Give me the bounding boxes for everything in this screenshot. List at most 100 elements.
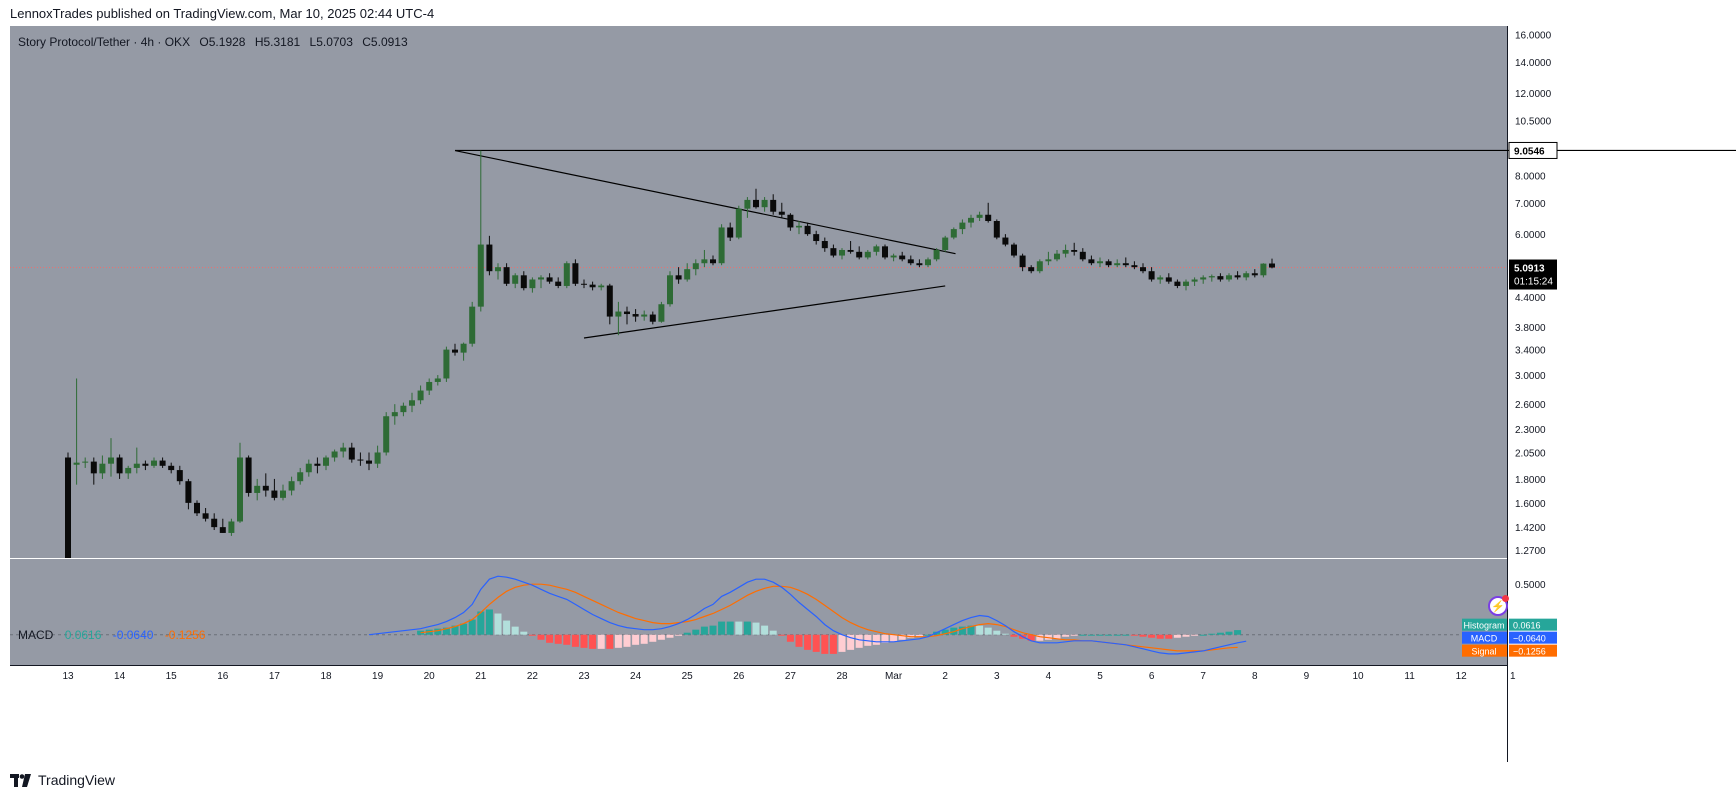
candle-body: [847, 249, 854, 252]
macd-histogram-bar: [1156, 634, 1164, 639]
macd-histogram-bar: [1216, 632, 1224, 635]
candle-body: [1079, 251, 1086, 260]
chart-canvas[interactable]: 16.000014.000012.000010.50008.00007.0000…: [10, 26, 1736, 762]
macd-histogram-bar: [589, 634, 597, 649]
time-tick-label: 15: [166, 671, 178, 682]
price-tick-label: 7.0000: [1515, 199, 1546, 210]
candle-body: [796, 225, 802, 228]
macd-histogram-bar: [460, 623, 468, 635]
candle-body: [710, 259, 716, 264]
candle-body: [882, 246, 888, 258]
macd-histogram-bar: [1096, 634, 1104, 636]
candle-body: [503, 267, 510, 284]
macd-histogram-bar: [623, 634, 631, 647]
candle-body: [116, 457, 123, 474]
candle-body: [701, 259, 708, 264]
candle-body: [452, 349, 458, 353]
macd-histogram-bar: [795, 634, 803, 647]
macd-histogram-bar: [683, 632, 691, 635]
macd-histogram-bar: [993, 630, 1001, 635]
candle-body: [185, 481, 192, 503]
price-tick-label: 2.6000: [1515, 400, 1546, 411]
price-tick-label: 1.6000: [1515, 499, 1546, 510]
candle-body: [890, 255, 897, 258]
price-tick-label: 3.0000: [1515, 371, 1546, 382]
price-tick-label: 14.0000: [1515, 58, 1552, 69]
price-tick-label: 6.0000: [1515, 230, 1546, 241]
candle-body: [417, 390, 424, 401]
macd-line-value: -0.0640: [112, 628, 154, 642]
macd-axis-value-box: [1509, 631, 1557, 644]
symbol-name[interactable]: Story Protocol/Tether · 4h · OKX: [18, 35, 191, 49]
price-tick-label: 1.8000: [1515, 475, 1546, 486]
candle-body: [1260, 263, 1267, 276]
ohlc-low: L5.0703: [309, 35, 353, 49]
macd-histogram-bar: [1087, 634, 1095, 636]
candle-body: [159, 460, 166, 466]
candle-body: [1174, 281, 1181, 286]
macd-tick-label: 0.5000: [1515, 580, 1546, 591]
candle-body: [254, 485, 261, 493]
candle-body: [1088, 259, 1095, 264]
macd-histogram-bar: [692, 629, 700, 635]
candle-body: [993, 221, 1000, 238]
time-tick-label: 21: [475, 671, 487, 682]
macd-histogram-bar: [571, 634, 579, 647]
candle-body: [133, 463, 140, 468]
candle-body: [916, 263, 923, 266]
ohlc-open: O5.1928: [199, 35, 246, 49]
macd-histogram-bar: [1130, 634, 1138, 636]
macd-histogram-bar: [1139, 634, 1147, 637]
candle-body: [391, 412, 398, 417]
candle-body: [770, 199, 777, 212]
candle-body: [615, 311, 622, 317]
candle-body: [1054, 253, 1060, 260]
candle-body: [151, 460, 157, 466]
macd-histogram-bar: [1036, 634, 1044, 641]
time-tick-label: 17: [269, 671, 281, 682]
candle-body: [692, 263, 699, 270]
macd-histogram-bar: [649, 634, 657, 642]
chart-area[interactable]: 16.0000 14.0000 12.0000 10.5000 8.0000 7.0000…: [10, 26, 1736, 762]
macd-histogram-bar: [614, 634, 622, 648]
flash-icon[interactable]: ⚡: [1488, 595, 1509, 616]
ohlc-high: H5.3181: [254, 35, 301, 49]
footer-brand[interactable]: TradingView: [10, 772, 115, 788]
macd-indicator-name[interactable]: MACD: [18, 628, 54, 642]
macd-legend: MACD 0.0616 -0.0640 -0.1256: [18, 628, 213, 642]
macd-histogram-bar: [718, 621, 726, 635]
macd-histogram-bar: [494, 613, 502, 635]
macd-histogram-bar: [941, 629, 949, 635]
candle-body: [271, 490, 278, 498]
signal-axis-tag-label: Signal: [1471, 647, 1496, 657]
candle-body: [933, 249, 940, 260]
signal-axis-value-box: [1509, 644, 1557, 657]
candle-body: [1200, 277, 1207, 280]
candle-body: [873, 246, 880, 252]
time-tick-label: 5: [1097, 671, 1103, 682]
macd-histogram-bar: [726, 621, 734, 635]
macd-histogram-bar: [468, 619, 476, 635]
candle-body: [280, 490, 286, 498]
candle-body: [1226, 275, 1232, 280]
macd-histogram-bar: [675, 634, 683, 636]
macd-histogram-bar: [666, 634, 674, 638]
macd-histogram-bar: [761, 625, 769, 635]
candle-body: [753, 199, 759, 208]
candle-body: [426, 381, 433, 391]
ohlc-close: C5.0913: [362, 35, 408, 49]
time-tick-label: 23: [578, 671, 590, 682]
macd-pane: [10, 559, 1507, 665]
macd-histogram-bar: [976, 625, 984, 635]
time-tick-label: 7: [1200, 671, 1206, 682]
candle-body: [202, 513, 209, 519]
candle-body: [237, 457, 243, 522]
macd-histogram-bar: [812, 634, 820, 652]
histogram-axis-value-label: 0.0616: [1513, 621, 1541, 631]
macd-histogram-bar: [838, 634, 846, 652]
time-tick-label: 16: [217, 671, 229, 682]
macd-histogram-bar: [1027, 634, 1035, 641]
candle-body: [581, 283, 587, 285]
macd-histogram-bar: [786, 634, 794, 642]
macd-histogram-bar: [657, 634, 665, 640]
